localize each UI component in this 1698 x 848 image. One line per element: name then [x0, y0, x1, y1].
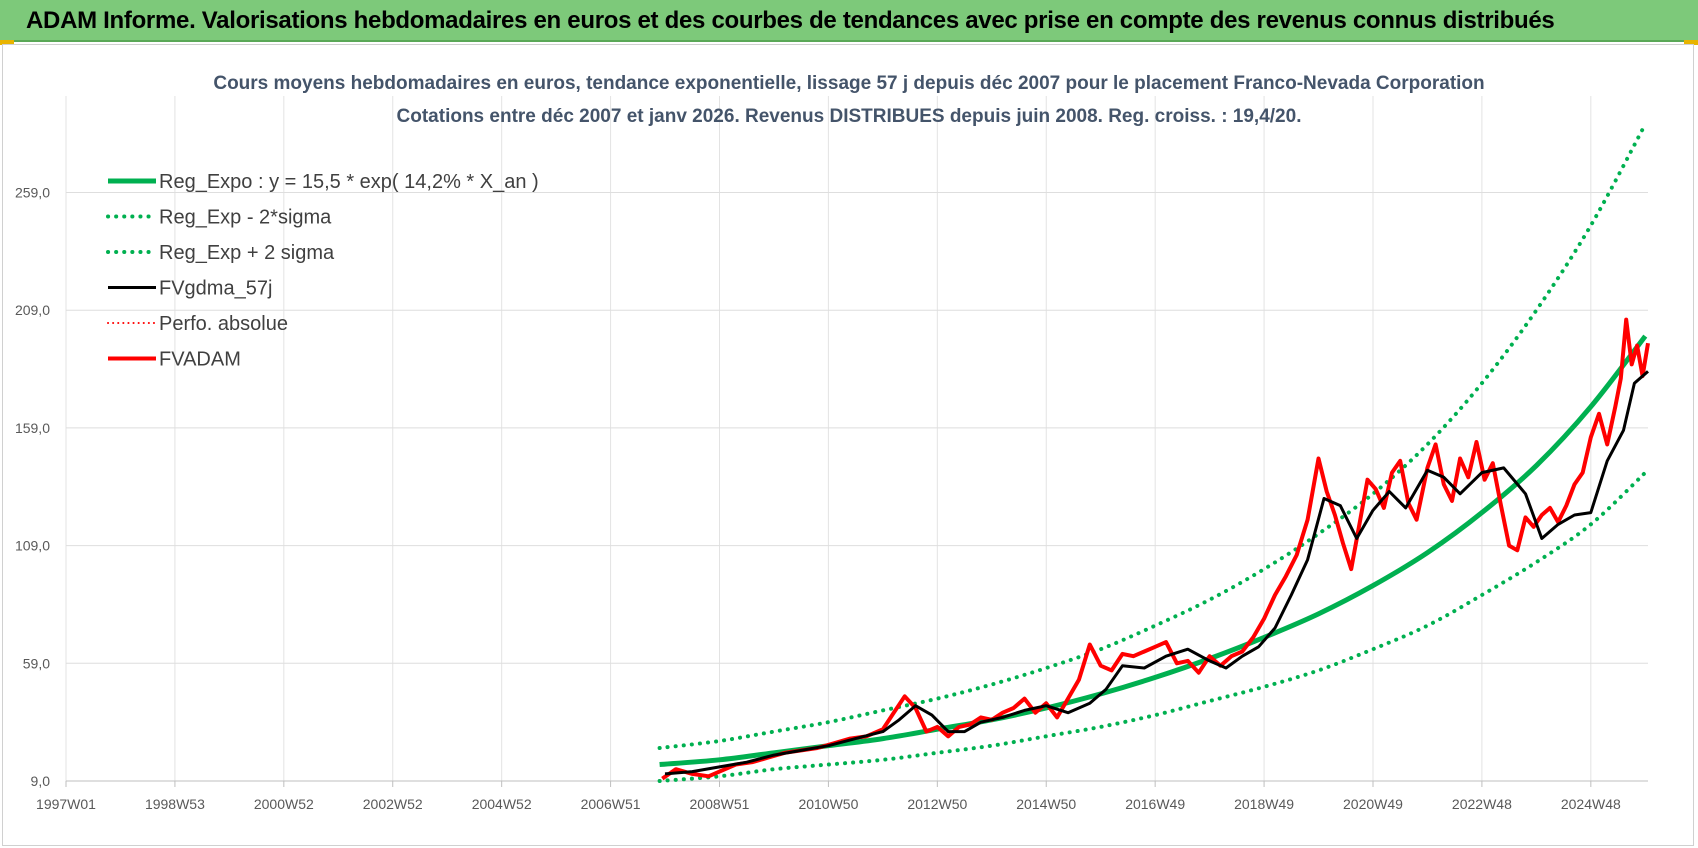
x-tick-label: 2004W52 [472, 796, 532, 812]
fvadam-line [661, 317, 1650, 781]
x-tick-label: 2022W48 [1452, 796, 1512, 812]
y-tick-label: 259,0 [15, 185, 50, 201]
legend-label: Perfo. absolue [159, 313, 288, 335]
legend-label: Reg_Exp - 2*sigma [159, 207, 332, 229]
x-tick-label: 2008W51 [690, 796, 750, 812]
legend-label: FVADAM [159, 349, 241, 371]
x-tick-label: 2000W52 [254, 796, 314, 812]
x-tick-label: 1997W01 [36, 796, 96, 812]
x-tick-label: 2002W52 [363, 796, 423, 812]
x-tick-label: 2014W50 [1016, 796, 1076, 812]
legend-label: Reg_Exp + 2 sigma [159, 242, 335, 264]
y-tick-label: 59,0 [23, 655, 50, 671]
x-axis-ticks: 1997W01 1998W53 2000W52 2002W52 2004W52 2006W… [36, 781, 1621, 812]
y-tick-label: 9,0 [31, 773, 51, 789]
x-tick-label: 2010W50 [798, 796, 858, 812]
x-tick-label: 1998W53 [145, 796, 205, 812]
x-tick-label: 2020W49 [1343, 796, 1403, 812]
x-tick-label: 2016W49 [1125, 796, 1185, 812]
x-tick-label: 2012W50 [907, 796, 967, 812]
x-tick-label: 2018W49 [1234, 796, 1294, 812]
legend-label: Reg_Expo : y = 15,5 * exp( 14,2% * X_an … [159, 171, 539, 193]
x-tick-label: 2024W48 [1561, 796, 1621, 812]
corner-marker-right [1684, 40, 1698, 45]
gridlines [65, 96, 1648, 782]
y-tick-label: 109,0 [15, 538, 50, 554]
report-title: ADAM Informe. Valorisations hebdomadaire… [26, 7, 1555, 34]
chart-title-line1: Cours moyens hebdomadaires en euros, ten… [213, 73, 1484, 94]
y-tick-label: 209,0 [15, 302, 50, 318]
legend-label: FVgdma_57j [159, 278, 272, 300]
y-tick-label: 159,0 [15, 420, 50, 436]
fvgdma-57j-line [664, 370, 1649, 776]
corner-marker-left [0, 40, 14, 45]
reg-exp-minus-2sigma-line [657, 470, 1648, 783]
series-lines [657, 122, 1650, 783]
chart-title-line2: Cotations entre déc 2007 et janv 2026. R… [397, 106, 1302, 127]
reg-expo-line [659, 334, 1648, 767]
y-axis-ticks: 9,0 59,0 109,0 159,0 209,0 259,0 [15, 185, 50, 789]
x-tick-label: 2006W51 [581, 796, 641, 812]
chart-legend: Reg_Expo : y = 15,5 * exp( 14,2% * X_an … [106, 171, 539, 371]
report-header: ADAM Informe. Valorisations hebdomadaire… [0, 0, 1698, 42]
reg-exp-plus-2sigma-line [657, 122, 1648, 750]
